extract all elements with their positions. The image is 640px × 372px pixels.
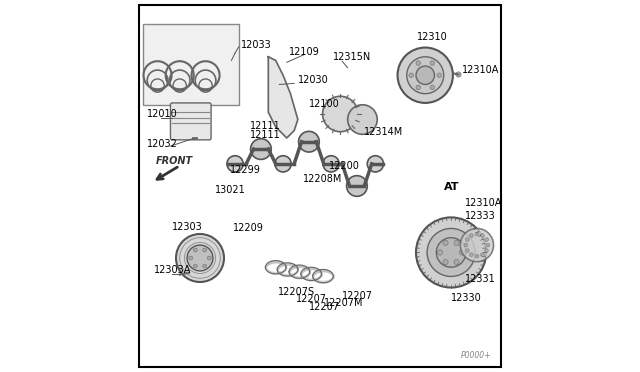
Circle shape: [436, 238, 466, 267]
Circle shape: [427, 228, 475, 276]
Text: 12200: 12200: [329, 161, 360, 171]
Circle shape: [465, 238, 469, 241]
Text: AT: AT: [444, 182, 459, 192]
Circle shape: [437, 250, 443, 255]
Circle shape: [323, 156, 339, 172]
Text: 12207S: 12207S: [278, 287, 315, 297]
Circle shape: [416, 61, 420, 65]
Circle shape: [348, 105, 377, 134]
Circle shape: [203, 264, 207, 268]
Circle shape: [437, 73, 442, 77]
Text: 12033: 12033: [241, 39, 271, 49]
Circle shape: [484, 249, 488, 253]
FancyBboxPatch shape: [170, 103, 211, 140]
Circle shape: [347, 176, 367, 196]
Circle shape: [454, 240, 459, 246]
Bar: [143, 23, 239, 105]
Text: 12303: 12303: [172, 222, 203, 232]
Text: 12330: 12330: [451, 293, 482, 303]
Text: 12207: 12207: [342, 291, 373, 301]
Text: 12207: 12207: [296, 294, 327, 304]
Text: 12310: 12310: [417, 32, 447, 42]
Text: 12310A: 12310A: [465, 198, 502, 208]
Circle shape: [454, 259, 459, 264]
Circle shape: [397, 48, 453, 103]
Circle shape: [416, 85, 420, 90]
Circle shape: [275, 156, 291, 172]
Text: 12299: 12299: [230, 165, 260, 175]
Circle shape: [470, 253, 473, 257]
Circle shape: [465, 249, 469, 253]
Circle shape: [323, 96, 358, 132]
Circle shape: [187, 245, 213, 271]
Text: 12207: 12207: [309, 302, 340, 312]
Circle shape: [464, 243, 468, 247]
Text: 12207M: 12207M: [324, 298, 363, 308]
Text: 12310A: 12310A: [462, 65, 500, 76]
Text: 12109: 12109: [289, 47, 319, 57]
Circle shape: [470, 234, 473, 237]
Circle shape: [456, 72, 461, 77]
Circle shape: [193, 248, 197, 252]
Text: 12010: 12010: [147, 109, 177, 119]
Circle shape: [416, 217, 486, 288]
Circle shape: [189, 256, 193, 260]
Circle shape: [193, 264, 197, 268]
Circle shape: [486, 243, 490, 247]
Circle shape: [443, 259, 448, 264]
Circle shape: [430, 61, 435, 65]
Circle shape: [416, 66, 435, 84]
Circle shape: [176, 234, 224, 282]
Circle shape: [481, 234, 484, 237]
Circle shape: [299, 131, 319, 152]
Circle shape: [251, 139, 271, 160]
Circle shape: [407, 57, 444, 94]
Circle shape: [481, 253, 484, 257]
Polygon shape: [268, 57, 298, 138]
Circle shape: [475, 254, 479, 258]
Text: 12100: 12100: [309, 99, 340, 109]
Text: 12030: 12030: [298, 76, 328, 85]
Text: 12208M: 12208M: [303, 174, 343, 184]
Text: 12111: 12111: [250, 121, 280, 131]
Text: 12303A: 12303A: [154, 265, 191, 275]
Circle shape: [203, 248, 207, 252]
Circle shape: [367, 156, 383, 172]
Circle shape: [484, 238, 488, 241]
Text: 12209: 12209: [233, 223, 264, 233]
Circle shape: [430, 85, 435, 90]
Circle shape: [460, 250, 465, 255]
Text: 12111: 12111: [250, 130, 280, 140]
Text: 12333: 12333: [465, 211, 496, 221]
Circle shape: [227, 156, 243, 172]
Text: P0000+: P0000+: [460, 351, 491, 360]
Text: 12314M: 12314M: [364, 127, 404, 137]
Text: 12315N: 12315N: [333, 52, 371, 62]
Circle shape: [475, 232, 479, 236]
Text: FRONT: FRONT: [156, 156, 193, 166]
Circle shape: [409, 73, 413, 77]
Circle shape: [207, 256, 211, 260]
Text: 12331: 12331: [465, 274, 496, 284]
Circle shape: [443, 240, 448, 246]
Text: 13021: 13021: [215, 185, 246, 195]
Text: 12032: 12032: [147, 139, 177, 149]
Circle shape: [460, 228, 493, 262]
